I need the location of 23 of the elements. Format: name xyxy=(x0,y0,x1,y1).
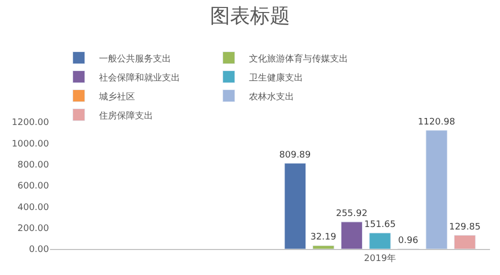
y-tick-label: 0.00 xyxy=(28,245,50,256)
data-label: 151.65 xyxy=(364,220,396,230)
y-tick-label: 800.00 xyxy=(18,160,50,170)
legend-label: 一般公共服务支出 xyxy=(98,53,171,64)
legend-label: 社会保障和就业支出 xyxy=(98,72,180,84)
data-label: 255.92 xyxy=(336,208,368,219)
y-tick-label: 1000.00 xyxy=(12,139,50,150)
y-tick-label: 200.00 xyxy=(18,224,50,234)
data-label: 32.19 xyxy=(310,232,336,243)
legend-label: 住房保障支出 xyxy=(98,110,153,122)
legend-label: 城乡社区 xyxy=(98,91,135,102)
chart-title: 图表标题 xyxy=(210,3,290,28)
legend-label: 农林水支出 xyxy=(248,91,294,102)
legend-label: 卫生健康支出 xyxy=(248,72,303,84)
data-label: 1120.98 xyxy=(418,117,456,128)
y-tick-label: 400.00 xyxy=(18,202,50,213)
data-label: 809.89 xyxy=(279,150,312,160)
x-tick-label: 2019年 xyxy=(364,252,396,264)
y-tick-label: 600.00 xyxy=(18,182,50,192)
data-label: 129.85 xyxy=(449,222,481,232)
legend-label: 文化旅游体育与传媒支出 xyxy=(248,53,348,64)
data-label: 0.96 xyxy=(398,236,418,246)
y-tick-label: 1200.00 xyxy=(12,118,50,128)
